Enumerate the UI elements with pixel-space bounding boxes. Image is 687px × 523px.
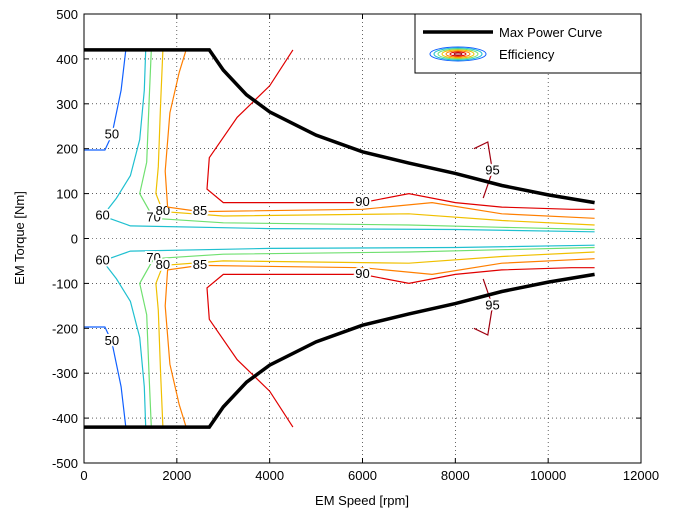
y-tick-label: 300 (56, 97, 78, 112)
contour-line (206, 49, 595, 428)
contour-line (84, 49, 127, 428)
contour-label: 95 (485, 163, 499, 178)
legend-swatch (449, 51, 467, 57)
legend-swatch (453, 52, 463, 56)
contour-label: 70 (146, 250, 160, 265)
contour-label: 70 (146, 210, 160, 225)
contour-label: 60 (95, 207, 109, 222)
legend-swatch (445, 50, 471, 58)
contour-line (164, 49, 595, 428)
contour-label: 95 (485, 297, 499, 312)
contour-label: 90 (355, 266, 369, 281)
x-tick-label: 0 (80, 468, 87, 483)
y-tick-label: -100 (52, 276, 78, 291)
x-tick-label: 8000 (441, 468, 470, 483)
contour-label: 80 (156, 203, 170, 218)
contour-label: 90 (355, 194, 369, 209)
legend-swatch (441, 49, 475, 59)
power-curve (84, 48, 595, 429)
y-tick-label: 100 (56, 187, 78, 202)
x-tick-label: 10000 (530, 468, 566, 483)
legend-swatch (433, 47, 483, 61)
y-tick-label: 200 (56, 142, 78, 157)
y-tick-label: -300 (52, 366, 78, 381)
y-tick-label: -200 (52, 321, 78, 336)
contour-label: 85 (193, 257, 207, 272)
contour-line (155, 49, 595, 428)
y-tick-label: 0 (71, 232, 78, 247)
legend-swatch (429, 46, 487, 62)
x-tick-label: 2000 (162, 468, 191, 483)
x-axis-label: EM Speed [rpm] (315, 493, 409, 508)
contour-line (101, 49, 595, 428)
legend-label: Max Power Curve (499, 25, 602, 40)
y-tick-label: -500 (52, 456, 78, 471)
legend-label: Efficiency (499, 47, 555, 62)
y-tick-label: -400 (52, 411, 78, 426)
y-tick-label: 400 (56, 52, 78, 67)
contour-label: 50 (105, 127, 119, 142)
contour-line (139, 49, 595, 428)
y-axis-label: EM Torque [Nm] (12, 191, 27, 285)
contour-line (473, 141, 494, 336)
legend-swatch (437, 48, 479, 60)
contour-label: 50 (105, 333, 119, 348)
contour-label: 60 (95, 252, 109, 267)
legend-box (414, 13, 642, 74)
plot-frame (83, 13, 642, 464)
y-tick-label: 500 (56, 7, 78, 22)
contour-label: 80 (156, 257, 170, 272)
x-tick-label: 6000 (348, 468, 377, 483)
x-tick-label: 4000 (255, 468, 284, 483)
x-tick-label: 12000 (623, 468, 659, 483)
contour-label: 85 (193, 203, 207, 218)
